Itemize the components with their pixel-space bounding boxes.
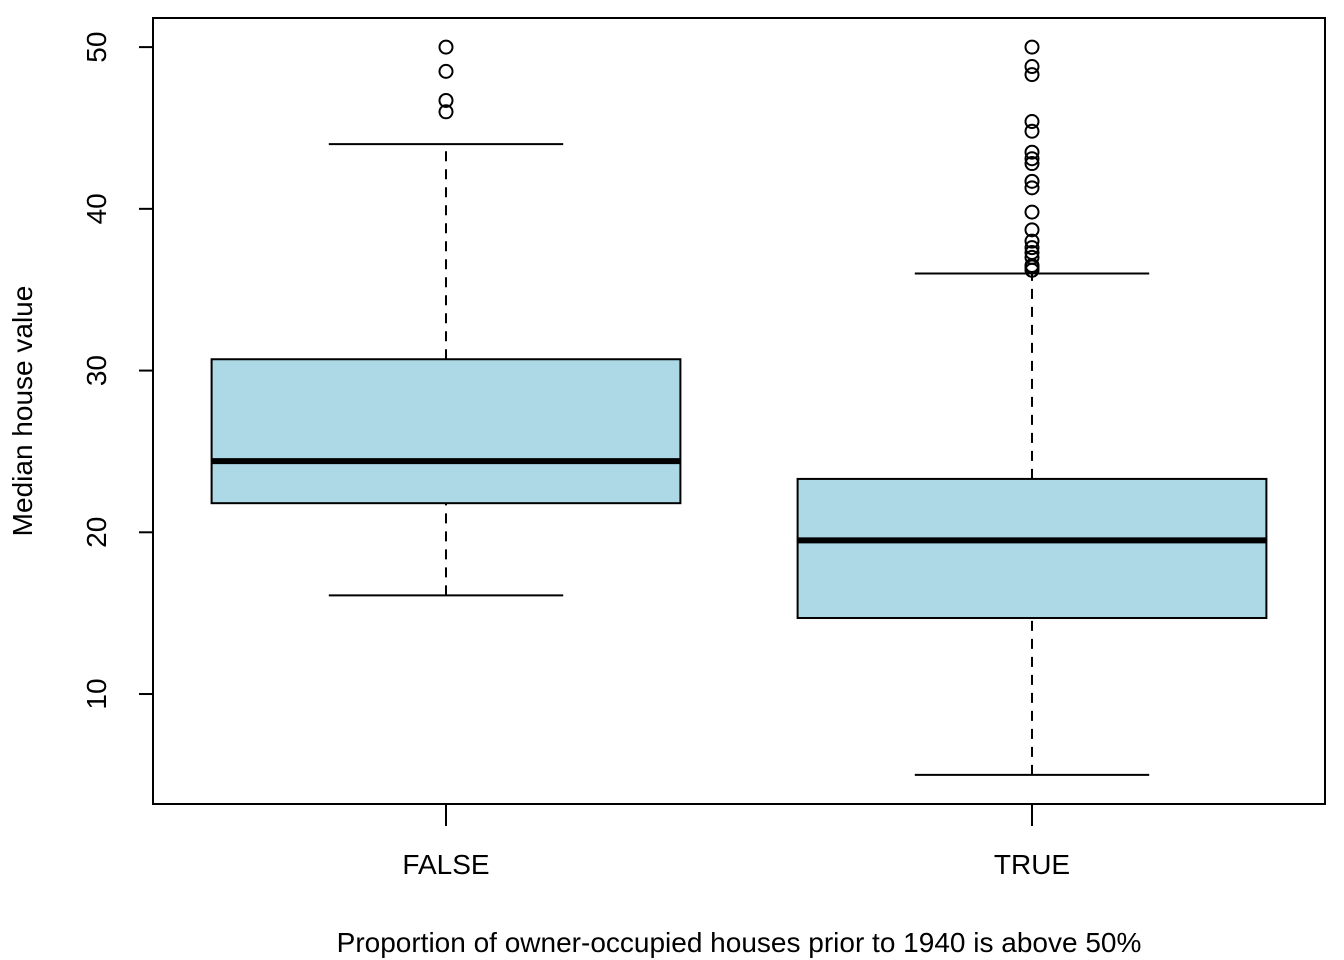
outlier-point: [1024, 233, 1040, 249]
box-false: [210, 39, 682, 597]
y-tick-label: 30: [81, 355, 112, 386]
y-axis-label: Median house value: [7, 286, 38, 537]
x-axis: FALSE TRUE: [402, 804, 1070, 880]
outlier-point: [1024, 39, 1040, 55]
outlier-point: [1024, 222, 1040, 238]
outlier-point: [1024, 180, 1040, 196]
outlier-point: [438, 39, 454, 55]
outlier-point: [438, 104, 454, 120]
outlier-point: [438, 92, 454, 108]
iqr-box: [796, 477, 1268, 620]
outlier-point: [1024, 240, 1040, 256]
outlier-point: [1024, 151, 1040, 167]
iqr-box: [210, 358, 682, 505]
x-axis-label: Proportion of owner-occupied houses prio…: [337, 927, 1142, 958]
outlier-point: [1024, 59, 1040, 75]
y-tick-label: 10: [81, 678, 112, 709]
outlier-point: [1024, 156, 1040, 172]
box-true: [796, 39, 1268, 776]
y-tick-label: 50: [81, 32, 112, 63]
x-tick-label: TRUE: [994, 849, 1070, 880]
outlier-point: [1024, 67, 1040, 83]
outlier-point: [438, 63, 454, 79]
boxes-group: [210, 39, 1268, 776]
outlier-point: [1024, 123, 1040, 139]
outlier-point: [1024, 144, 1040, 160]
outlier-point: [1024, 114, 1040, 130]
outlier-point: [1024, 204, 1040, 220]
outlier-point: [1024, 245, 1040, 261]
y-axis: 10 20 30 40 50: [81, 32, 154, 710]
y-tick-label: 20: [81, 517, 112, 548]
y-tick-label: 40: [81, 193, 112, 224]
outlier-point: [1024, 173, 1040, 189]
x-tick-label: FALSE: [402, 849, 489, 880]
outlier-point: [1024, 249, 1040, 265]
